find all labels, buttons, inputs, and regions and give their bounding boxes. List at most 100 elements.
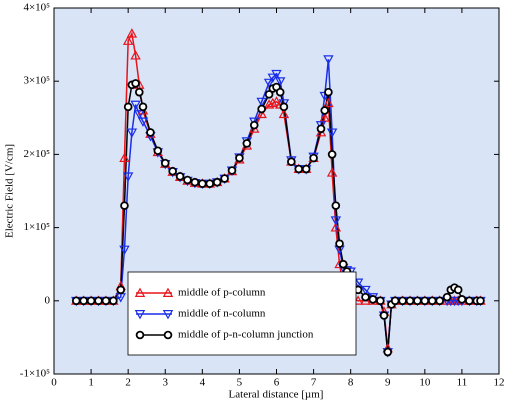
legend-label: middle of p-n-column junction	[178, 329, 314, 341]
marker	[120, 201, 129, 210]
marker	[279, 102, 289, 112]
marker	[390, 296, 400, 306]
marker	[138, 102, 148, 112]
marker	[275, 87, 285, 97]
x-tick-label: 3	[163, 377, 169, 389]
marker	[453, 285, 463, 295]
marker	[71, 296, 81, 306]
marker	[263, 78, 275, 89]
y-tick-label: 4×10⁵	[23, 2, 50, 14]
marker	[122, 172, 134, 182]
y-tick-label: 1×10⁵	[23, 221, 50, 233]
marker	[134, 310, 146, 320]
marker	[326, 167, 338, 177]
marker	[79, 296, 88, 306]
marker	[242, 139, 252, 148]
marker	[360, 285, 371, 296]
marker	[119, 245, 130, 255]
marker	[183, 175, 192, 185]
marker	[126, 28, 138, 38]
marker	[427, 296, 437, 306]
marker	[131, 79, 140, 88]
marker	[168, 166, 177, 176]
y-tick-label: 0	[45, 294, 51, 306]
x-tick-label: 11	[457, 377, 468, 389]
marker	[316, 124, 326, 134]
y-tick-label: 3×10⁵	[23, 75, 50, 87]
marker	[190, 177, 200, 187]
legend-label: middle of p-column	[178, 287, 266, 299]
marker	[263, 99, 275, 109]
marker	[212, 177, 222, 187]
x-axis-label: Lateral distance [µm]	[229, 389, 324, 401]
x-tick-label: 7	[311, 377, 317, 389]
marker	[123, 102, 133, 112]
marker	[335, 239, 344, 249]
marker	[368, 295, 378, 304]
x-tick-label: 10	[419, 377, 431, 389]
marker	[235, 153, 244, 163]
marker	[198, 179, 207, 188]
marker	[119, 152, 130, 163]
x-tick-label: 8	[348, 377, 354, 389]
marker	[271, 96, 282, 106]
marker	[163, 330, 173, 340]
marker	[126, 128, 138, 138]
marker	[162, 287, 174, 297]
marker	[274, 77, 286, 87]
marker	[442, 292, 452, 302]
x-tick-label: 9	[385, 377, 391, 389]
marker	[301, 164, 311, 174]
marker	[309, 153, 318, 163]
marker	[383, 347, 393, 357]
marker	[153, 146, 163, 156]
marker	[220, 174, 229, 183]
x-tick-label: 6	[274, 377, 280, 389]
marker	[264, 90, 274, 99]
marker	[175, 172, 185, 181]
marker	[137, 117, 149, 127]
marker	[361, 292, 370, 302]
marker	[162, 310, 174, 320]
x-tick-label: 5	[237, 377, 243, 389]
marker	[338, 259, 348, 269]
x-tick-label: 4	[200, 377, 206, 389]
marker	[331, 201, 341, 210]
marker	[134, 87, 144, 97]
y-tick-label: 2×10⁵	[23, 148, 50, 160]
marker	[327, 150, 337, 159]
marker	[413, 296, 422, 306]
marker	[379, 311, 389, 320]
marker	[435, 296, 444, 306]
marker	[324, 87, 333, 97]
marker	[320, 106, 330, 115]
marker	[267, 97, 279, 108]
marker	[465, 296, 474, 306]
marker	[267, 73, 279, 83]
x-tick-label: 1	[88, 377, 94, 389]
marker	[420, 296, 430, 306]
y-tick-label: -1×10⁵	[20, 368, 50, 380]
marker	[227, 166, 237, 175]
marker	[287, 157, 296, 167]
x-tick-label: 0	[51, 377, 57, 389]
marker	[326, 128, 338, 138]
marker	[135, 330, 145, 340]
marker	[122, 35, 134, 45]
marker	[398, 296, 407, 306]
marker	[249, 120, 259, 130]
marker	[323, 55, 334, 65]
marker	[405, 296, 415, 306]
marker	[330, 222, 342, 232]
marker	[323, 97, 334, 108]
marker	[160, 158, 170, 168]
marker	[109, 296, 118, 306]
y-axis-label: Electric Field [V/cm]	[4, 144, 16, 238]
marker	[86, 296, 96, 306]
marker	[134, 110, 145, 120]
x-tick-label: 2	[125, 377, 131, 389]
marker	[278, 108, 290, 119]
marker	[146, 128, 155, 137]
marker	[257, 104, 266, 114]
